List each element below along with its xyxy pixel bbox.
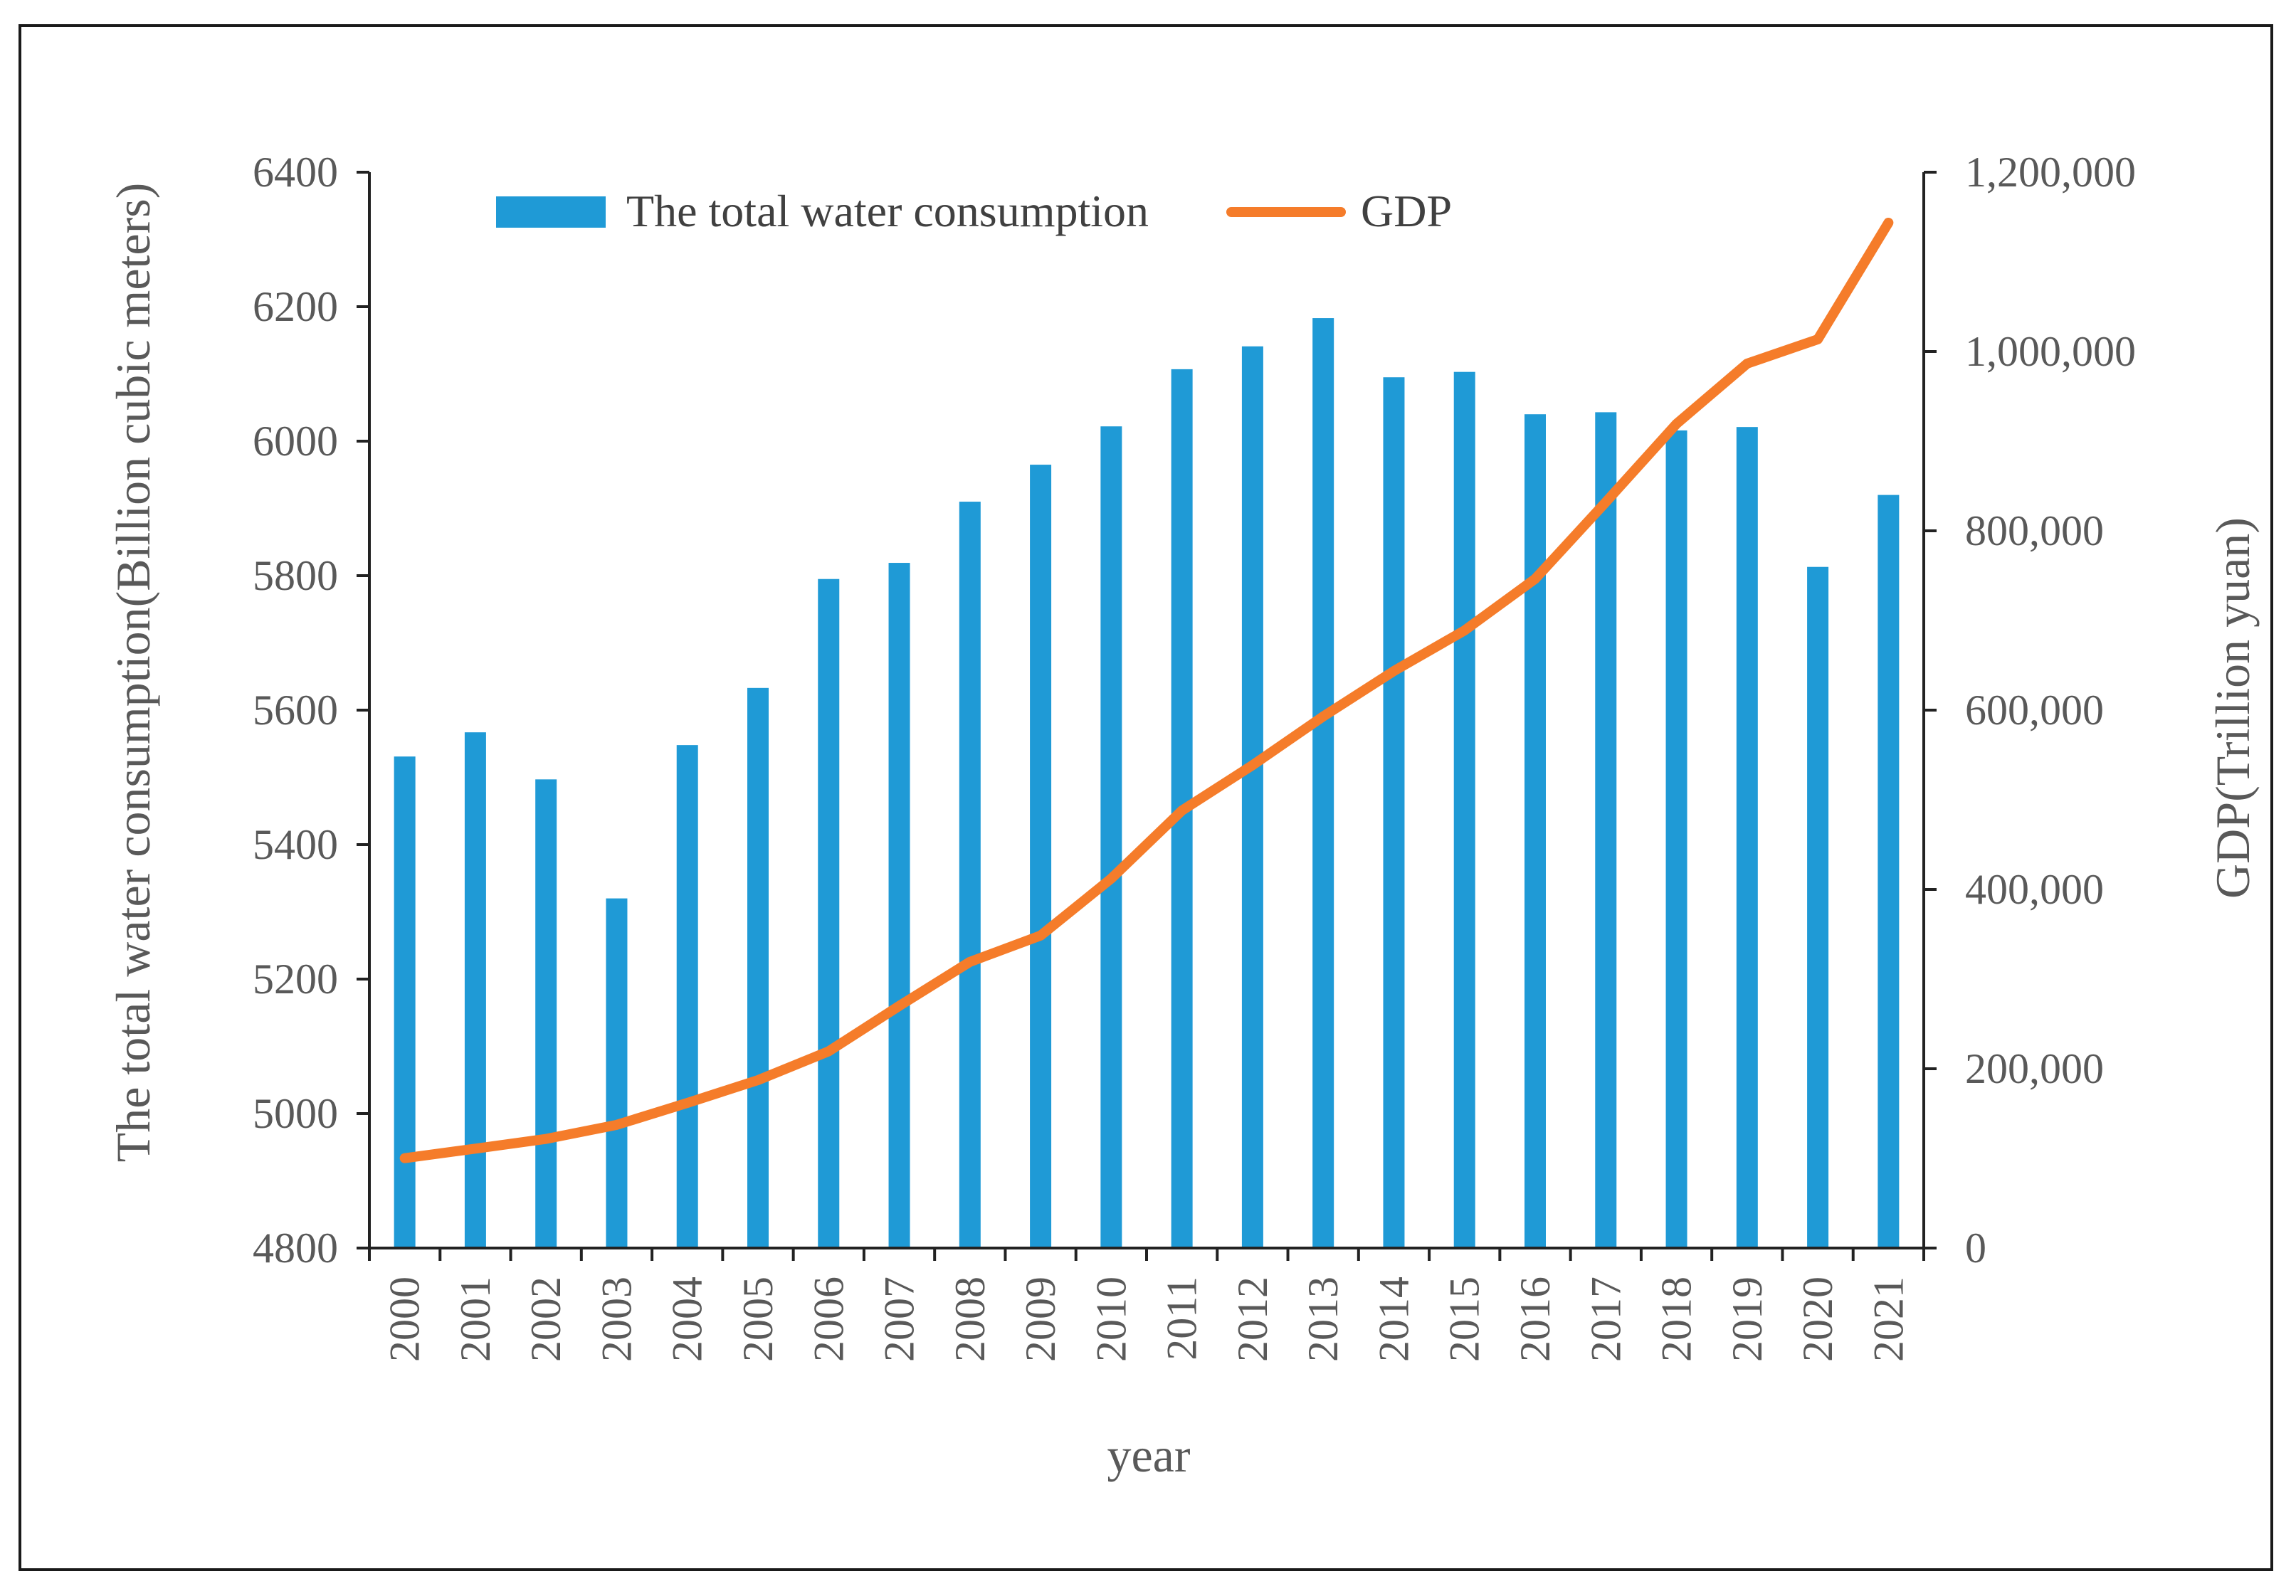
x-tick-label-2007: 2007: [876, 1277, 923, 1362]
bar-2007: [888, 563, 910, 1248]
x-tick-label-2012: 2012: [1229, 1277, 1276, 1362]
x-tick-label-2010: 2010: [1088, 1277, 1134, 1362]
bar-2015: [1453, 371, 1475, 1248]
bar-2000: [394, 756, 416, 1248]
bar-2019: [1736, 427, 1758, 1248]
x-tick-label-2005: 2005: [734, 1277, 781, 1362]
left-tick-label: 4800: [253, 1225, 338, 1272]
right-tick-label: 400,000: [1965, 866, 2104, 913]
bar-2001: [464, 732, 486, 1248]
bar-2020: [1807, 566, 1829, 1248]
right-tick-label: 0: [1965, 1225, 1986, 1272]
right-y-axis-label: GDP(Trillion yuan): [2206, 517, 2260, 899]
bar-2006: [818, 578, 840, 1248]
left-tick-label: 5400: [253, 821, 338, 868]
left-tick-label: 5200: [253, 956, 338, 1003]
x-tick-label-2021: 2021: [1865, 1277, 1912, 1362]
x-tick-label-2011: 2011: [1159, 1277, 1206, 1360]
legend-label-water: The total water consumption: [626, 186, 1149, 236]
x-tick-label-2013: 2013: [1300, 1277, 1347, 1362]
x-tick-label-2020: 2020: [1794, 1277, 1841, 1362]
x-axis-label: year: [1107, 1428, 1190, 1482]
bar-2018: [1665, 430, 1687, 1248]
x-tick-label-2019: 2019: [1724, 1277, 1771, 1362]
bar-2008: [959, 502, 981, 1248]
x-tick-label-2004: 2004: [664, 1277, 711, 1362]
bar-2002: [535, 779, 557, 1248]
axes: [368, 172, 1925, 1249]
left-tick-label: 6400: [253, 149, 338, 196]
x-tick-labels: 2000 2001 2002 2003 2004 2005 2006 2007 2008 2009…: [381, 1277, 1912, 1362]
x-tick-label-2014: 2014: [1370, 1277, 1417, 1362]
bar-2004: [676, 745, 698, 1248]
left-tick-label: 5800: [253, 552, 338, 599]
bar-2003: [606, 898, 628, 1248]
x-tick-label-2003: 2003: [593, 1277, 640, 1362]
bar-2005: [747, 687, 769, 1248]
right-tick-label: 1,200,000: [1965, 149, 2136, 196]
left-tick-labels: 4800 5000 5200 5400 5600 5800 6000 6200 6400: [253, 149, 338, 1272]
x-tick-label-2016: 2016: [1512, 1277, 1559, 1362]
chart-frame: [19, 24, 2273, 1571]
x-tick-label-2015: 2015: [1441, 1277, 1488, 1362]
right-tick-label: 600,000: [1965, 687, 2104, 734]
bar-2016: [1524, 414, 1546, 1249]
left-tick-label: 6200: [253, 283, 338, 330]
bar-series-water: [394, 318, 1900, 1249]
left-tick-label: 5600: [253, 687, 338, 734]
x-tick-label-2009: 2009: [1017, 1277, 1064, 1362]
right-tick-label: 200,000: [1965, 1045, 2104, 1092]
bar-2009: [1030, 465, 1052, 1249]
x-tick-label-2002: 2002: [522, 1277, 569, 1362]
right-tick-label: 800,000: [1965, 507, 2104, 554]
x-tick-label-2018: 2018: [1653, 1277, 1700, 1362]
x-tick-label-2001: 2001: [452, 1277, 499, 1362]
left-y-axis-label: The total water consumption(Billion cubi…: [106, 183, 160, 1163]
bar-2010: [1100, 426, 1122, 1249]
line-series-gdp: [399, 217, 1894, 1163]
x-tick-label-2008: 2008: [947, 1277, 994, 1362]
bar-2012: [1241, 346, 1263, 1248]
tick-marks: [357, 171, 1937, 1261]
legend: The total water consumption GDP: [496, 186, 1452, 236]
bar-2017: [1595, 412, 1617, 1248]
x-tick-label-2006: 2006: [805, 1277, 852, 1362]
right-tick-label: 1,000,000: [1965, 328, 2136, 375]
x-tick-label-2017: 2017: [1582, 1277, 1629, 1362]
bar-2013: [1312, 318, 1334, 1249]
right-tick-labels: 0 200,000 400,000 600,000 800,000 1,000,000 1,…: [1965, 149, 2136, 1272]
x-tick-label-2000: 2000: [381, 1277, 428, 1362]
legend-swatch-water: [496, 196, 606, 228]
left-tick-label: 5000: [253, 1090, 338, 1137]
legend-label-gdp: GDP: [1361, 186, 1452, 236]
bar-2014: [1383, 377, 1405, 1248]
left-tick-label: 6000: [253, 418, 338, 465]
bar-2021: [1878, 495, 1900, 1248]
